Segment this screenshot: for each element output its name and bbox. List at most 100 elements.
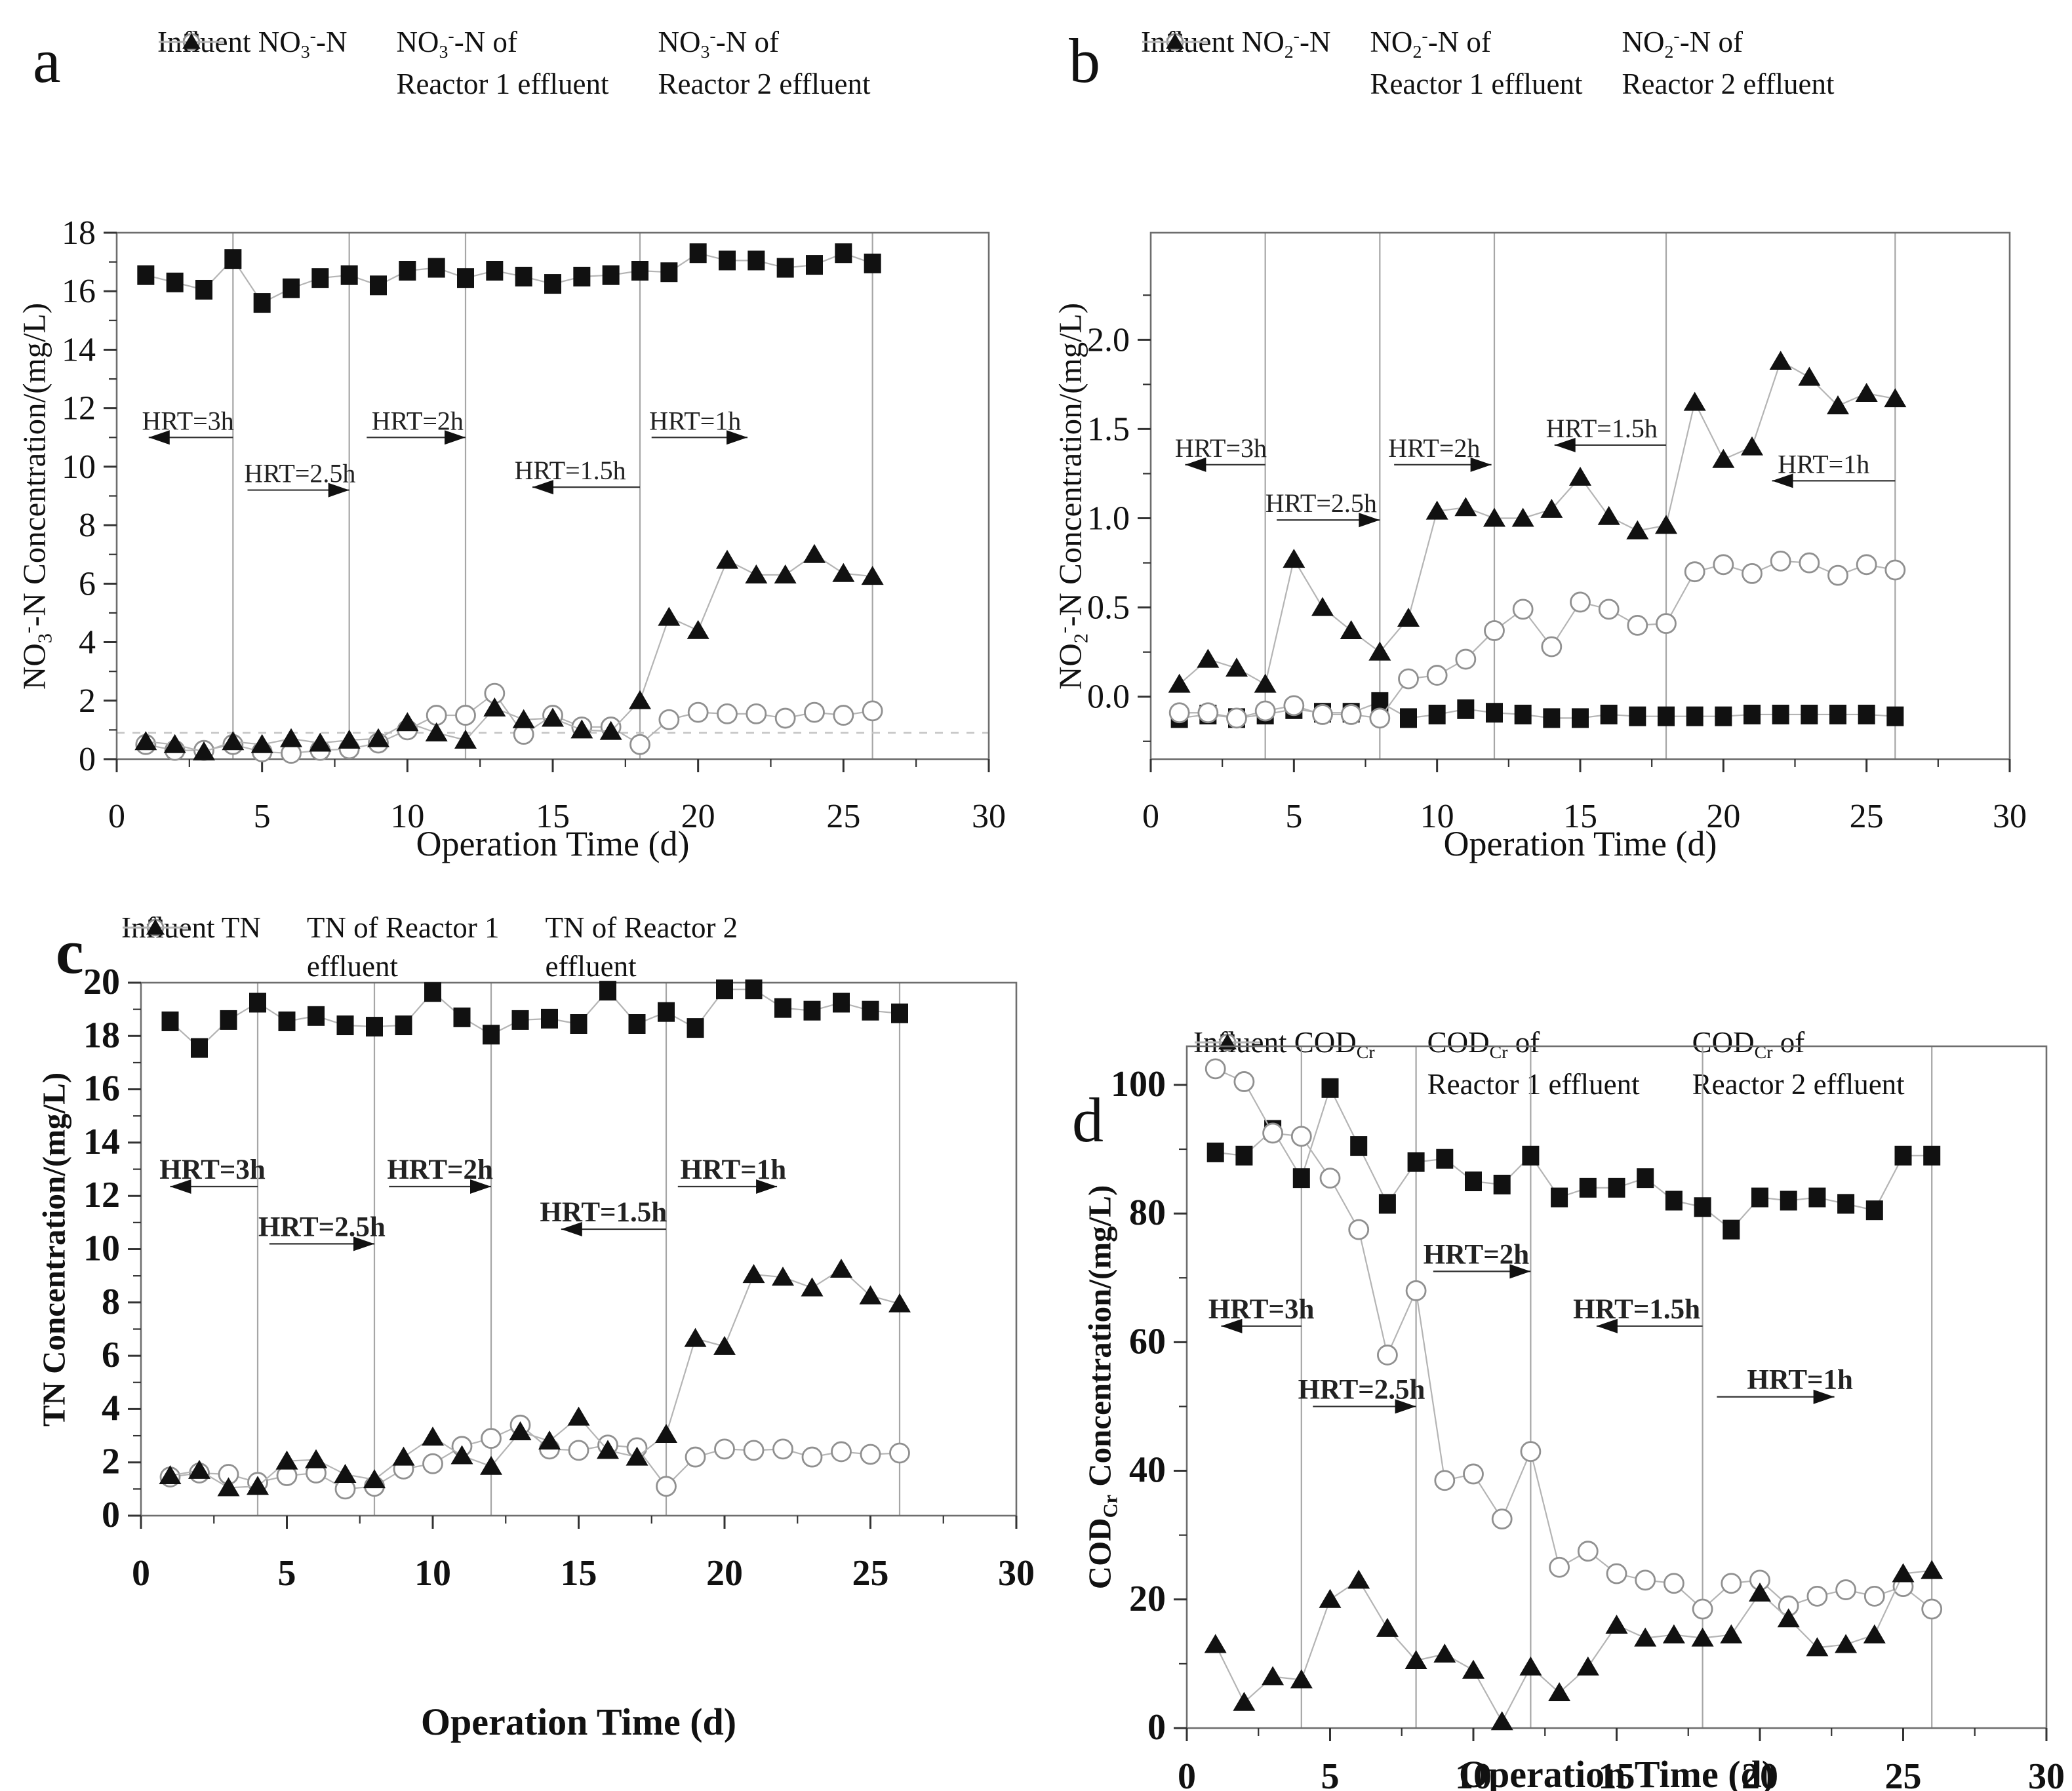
hrt-dividers <box>232 233 873 759</box>
svg-text:30: 30 <box>972 798 1006 835</box>
hrt-annotation: HRT=1h <box>1772 449 1896 488</box>
x-axis-label: Operation Time (d) <box>421 1701 736 1743</box>
svg-text:HRT=2.5h: HRT=2.5h <box>1265 488 1377 518</box>
series-reactor2-effluent <box>1204 1560 1943 1731</box>
svg-text:4: 4 <box>79 624 96 661</box>
panel-b: b Influent NO2--N NO2--N of Reactor 1 efflu… <box>1036 0 2072 896</box>
panel-letter-c: c <box>56 916 84 987</box>
svg-text:0.0: 0.0 <box>1087 679 1130 716</box>
svg-text:0: 0 <box>108 798 125 835</box>
hrt-annotation: HRT=1h <box>1717 1365 1853 1404</box>
svg-text:10: 10 <box>62 448 96 486</box>
panel-c: c Influent TN TN of Reactor 1 effluent TN of… <box>0 896 1036 1791</box>
svg-text:30: 30 <box>2028 1756 2065 1791</box>
hrt-annotation: HRT=2h <box>1388 433 1492 472</box>
series-reactor2-effluent <box>134 543 884 760</box>
filled-triangle-icon <box>1142 33 1208 49</box>
svg-text:15: 15 <box>561 1553 597 1594</box>
svg-text:0: 0 <box>102 1495 120 1535</box>
hrt-annotation: HRT=1.5h <box>540 1197 667 1237</box>
svg-text:14: 14 <box>62 331 96 368</box>
svg-text:18: 18 <box>62 214 96 252</box>
series-reactor1-effluent <box>159 1414 910 1500</box>
hrt-annotation: HRT=3h <box>1208 1294 1314 1333</box>
legend-label: NO3--N of Reactor 1 effluent <box>396 26 609 100</box>
panel-a: a Influent NO3--N NO3--N of Reactor 1 efflu… <box>0 0 1036 896</box>
svg-text:0: 0 <box>132 1553 150 1594</box>
svg-text:HRT=2h: HRT=2h <box>387 1154 493 1185</box>
x-axis-label: Operation Time (d) <box>1459 1753 1774 1791</box>
svg-text:HRT=2h: HRT=2h <box>1424 1239 1530 1270</box>
svg-text:HRT=1.5h: HRT=1.5h <box>1573 1294 1700 1325</box>
legend-item: NO2--N of Reactor 2 effluent <box>1142 23 1835 104</box>
x-axis-label: Operation Time (d) <box>1444 824 1717 863</box>
legend-label: TN of Reactor 2 effluent <box>545 911 738 983</box>
hrt-annotation: HRT=1h <box>677 1154 786 1194</box>
x-axis: 0 5 10 15 20 25 30 <box>1142 759 2027 835</box>
chart-canvas-d: 0 5 10 15 20 25 30 Operation Time (d) 0 20 40 60 80 1… <box>1111 1045 2065 1791</box>
hrt-annotation: HRT=1h <box>649 406 748 445</box>
series-reactor1-effluent <box>135 682 883 764</box>
svg-text:20: 20 <box>1706 798 1740 835</box>
svg-text:20: 20 <box>706 1553 743 1594</box>
svg-text:40: 40 <box>1129 1450 1166 1491</box>
series-influent <box>1206 1078 1941 1240</box>
svg-text:0: 0 <box>1142 798 1159 835</box>
hrt-annotation: HRT=2.5h <box>244 459 355 498</box>
svg-text:HRT=1h: HRT=1h <box>1747 1365 1853 1396</box>
filled-triangle-icon <box>159 33 224 49</box>
svg-text:HRT=2.5h: HRT=2.5h <box>258 1211 386 1242</box>
svg-text:18: 18 <box>83 1015 120 1055</box>
legend-c: Influent TN TN of Reactor 1 effluent TN of … <box>121 909 738 987</box>
svg-text:15: 15 <box>536 798 570 835</box>
legend-label: CODCr of Reactor 2 effluent <box>1692 1026 1905 1101</box>
svg-text:30: 30 <box>1993 798 2027 835</box>
panel-d: d Influent CODCr CODCr of Reactor 1 effluen… <box>1036 896 2072 1791</box>
svg-text:6: 6 <box>102 1335 120 1375</box>
svg-text:HRT=3h: HRT=3h <box>1175 433 1267 463</box>
svg-text:10: 10 <box>1455 1756 1492 1791</box>
hrt-annotation: HRT=1.5h <box>1546 414 1666 452</box>
x-axis: 0 5 10 15 20 25 30 <box>132 1516 1035 1594</box>
chart-canvas-c: 0 5 10 15 20 25 30 Operation Time (d) 0 2 4 6 8 10 12 1… <box>83 962 1035 1743</box>
svg-text:1.5: 1.5 <box>1087 410 1130 448</box>
svg-text:HRT=1h: HRT=1h <box>1778 449 1869 479</box>
svg-text:5: 5 <box>1321 1756 1340 1791</box>
svg-text:20: 20 <box>83 962 120 1002</box>
hrt-annotation: HRT=2.5h <box>258 1211 386 1251</box>
legend-item: TN of Reactor 2 effluent <box>123 909 738 987</box>
svg-text:10: 10 <box>390 798 424 835</box>
svg-text:HRT=1.5h: HRT=1.5h <box>1546 414 1658 443</box>
svg-text:8: 8 <box>79 507 96 544</box>
chart-canvas-a: 0 5 10 15 20 25 30 Operation Time (d) 0 2 4 6 8 10 12 1… <box>62 214 1006 863</box>
svg-text:0: 0 <box>1178 1756 1196 1791</box>
svg-text:10: 10 <box>1420 798 1454 835</box>
hrt-annotation: HRT=1.5h <box>1573 1294 1703 1333</box>
svg-text:25: 25 <box>826 798 860 835</box>
svg-text:14: 14 <box>83 1122 120 1162</box>
y-axis: 0 2 4 6 8 10 12 14 16 18 20 <box>83 962 141 1535</box>
y-axis: 0 20 40 60 80 100 <box>1111 1064 1187 1748</box>
legend-label: NO3--N of Reactor 2 effluent <box>658 26 871 100</box>
series-influent <box>1170 692 1904 728</box>
svg-text:4: 4 <box>102 1388 120 1428</box>
svg-text:10: 10 <box>83 1229 120 1269</box>
legend-b: Influent NO2--N NO2--N of Reactor 1 efflue… <box>1141 23 1835 104</box>
hrt-annotation: HRT=2h <box>1424 1239 1531 1279</box>
svg-text:20: 20 <box>1129 1579 1166 1619</box>
legend-item: NO3--N of Reactor 2 effluent <box>159 23 871 104</box>
svg-text:0.5: 0.5 <box>1087 589 1130 627</box>
panel-letter-a: a <box>33 26 61 96</box>
hrt-annotation: HRT=2h <box>367 406 466 445</box>
svg-text:5: 5 <box>1285 798 1302 835</box>
panel-letter-d: d <box>1072 1085 1104 1155</box>
svg-text:2: 2 <box>102 1442 120 1482</box>
svg-text:HRT=1h: HRT=1h <box>649 406 741 435</box>
hrt-annotation: HRT=3h <box>142 406 234 445</box>
svg-text:8: 8 <box>102 1282 120 1322</box>
svg-text:20: 20 <box>1742 1756 1778 1791</box>
svg-text:25: 25 <box>852 1553 889 1594</box>
y-axis: 0 2 4 6 8 10 12 14 16 18 <box>62 214 117 778</box>
hrt-annotation: HRT=1.5h <box>515 456 640 495</box>
